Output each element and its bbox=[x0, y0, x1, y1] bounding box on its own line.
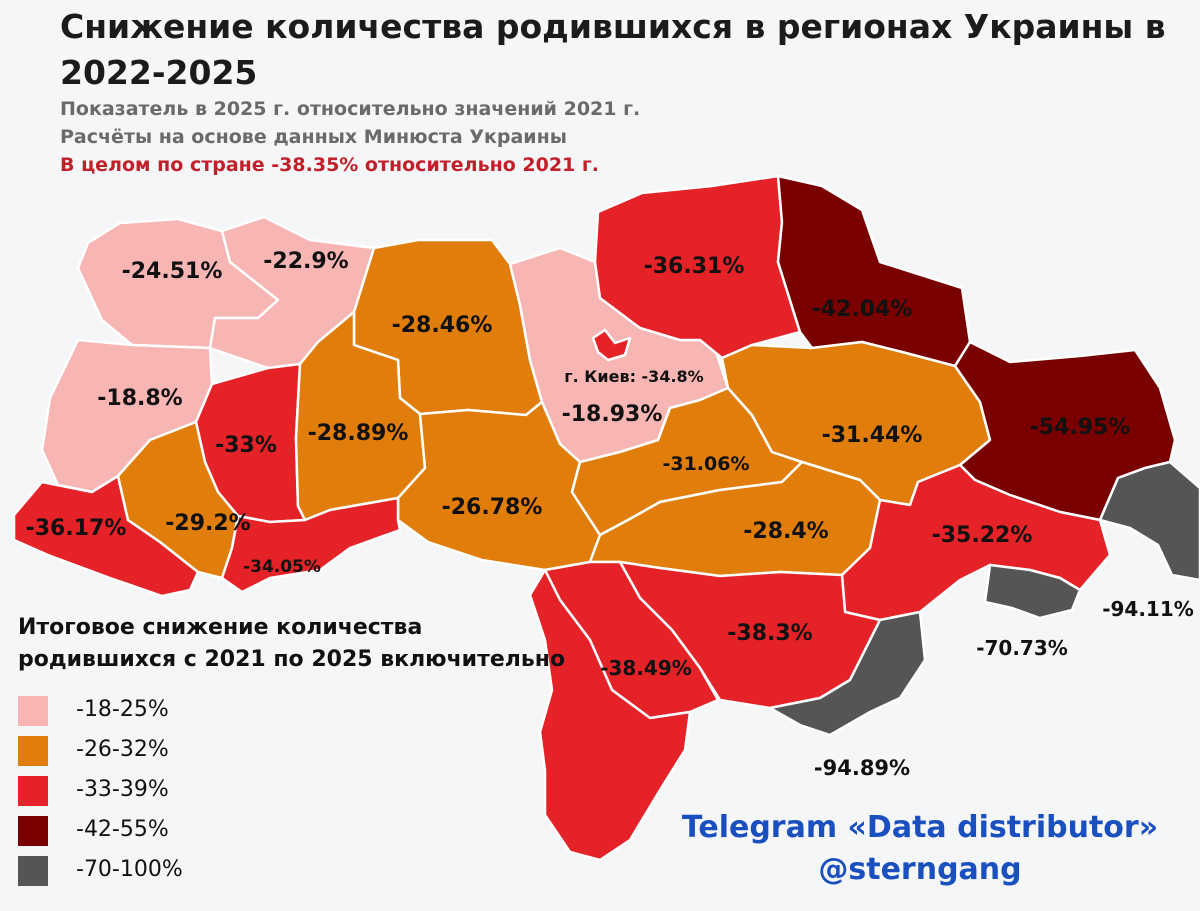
legend-swatch bbox=[18, 856, 48, 886]
legend-label: -33-39% bbox=[76, 777, 169, 802]
label-chernivtsi: -34.05% bbox=[243, 557, 321, 577]
subtitle-indicator: Показатель в 2025 г. относительно значен… bbox=[60, 98, 641, 120]
credit-telegram: Telegram «Data distributor» bbox=[681, 810, 1159, 845]
label-poltava: -31.44% bbox=[822, 423, 923, 448]
label-kyiv-oblast: -18.93% bbox=[562, 402, 663, 427]
region-kherson-occupied bbox=[768, 610, 927, 737]
legend-label: -18-25% bbox=[76, 697, 169, 722]
label-rivne: -22.9% bbox=[263, 249, 348, 274]
legend-label: -70-100% bbox=[76, 857, 183, 882]
label-kyiv-city: г. Киев: -34.8% bbox=[564, 367, 703, 386]
label-donetsk: -70.73% bbox=[976, 636, 1068, 660]
legend-swatch bbox=[18, 736, 48, 766]
credit-handle: @sterngang bbox=[818, 852, 1022, 887]
legend-swatch bbox=[18, 776, 48, 806]
label-volyn: -24.51% bbox=[122, 259, 223, 284]
label-kharkiv: -54.95% bbox=[1030, 415, 1131, 440]
label-khmelnytskyi: -28.89% bbox=[308, 421, 409, 446]
label-dnipropetrovsk: -35.22% bbox=[932, 523, 1033, 548]
legend-label: -26-32% bbox=[76, 737, 169, 762]
subtitle-country-total: В целом по стране -38.35% относительно 2… bbox=[60, 154, 600, 176]
legend-label: -42-55% bbox=[76, 817, 169, 842]
region-chernivtsi bbox=[220, 496, 402, 594]
legend-swatch bbox=[18, 816, 48, 846]
label-zaporizhzhia: -38.3% bbox=[727, 621, 812, 646]
label-mykolaiv: -38.49% bbox=[600, 656, 692, 680]
label-chernihiv: -36.31% bbox=[644, 254, 745, 279]
label-ivano-frankivsk: -29.2% bbox=[165, 511, 250, 536]
region-kyiv-city bbox=[591, 328, 632, 362]
label-luhansk: -94.11% bbox=[1102, 597, 1194, 621]
label-sumy: -42.04% bbox=[812, 297, 913, 322]
legend-title: Итоговое снижение количества родившихся … bbox=[18, 615, 566, 672]
region-donetsk bbox=[983, 563, 1082, 620]
region-luhansk bbox=[1098, 460, 1200, 582]
label-kirovohrad: -28.4% bbox=[743, 519, 828, 544]
label-lviv: -18.8% bbox=[97, 386, 182, 411]
label-zakarpattia: -36.17% bbox=[26, 516, 127, 541]
region-odesa bbox=[528, 568, 692, 862]
legend-swatch bbox=[18, 696, 48, 726]
region-sumy bbox=[776, 174, 972, 368]
label-vinnytsia: -26.78% bbox=[442, 495, 543, 520]
label-zhytomyr: -28.46% bbox=[392, 313, 493, 338]
map-title: Снижение количества родившихся в региона… bbox=[60, 7, 1166, 92]
label-ternopil: -33% bbox=[215, 433, 277, 458]
label-kherson-occupied: -94.89% bbox=[814, 756, 910, 780]
subtitle-source: Расчёты на основе данных Минюста Украины bbox=[60, 126, 567, 148]
label-cherkasy: -31.06% bbox=[662, 453, 749, 475]
